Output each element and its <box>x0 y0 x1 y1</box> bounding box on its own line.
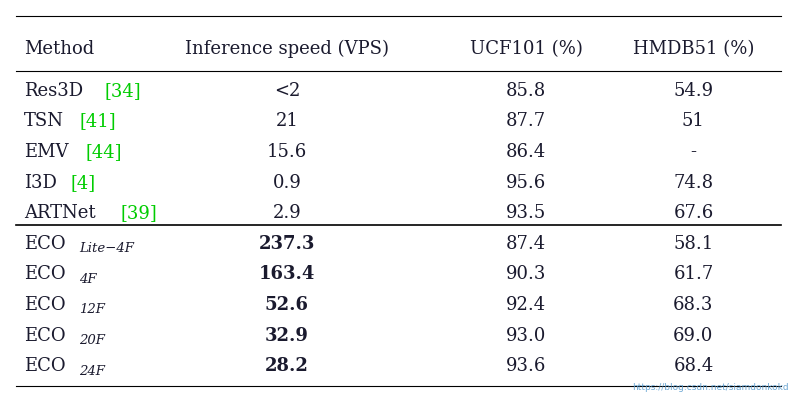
Text: 85.8: 85.8 <box>506 82 546 100</box>
Text: 15.6: 15.6 <box>267 143 307 161</box>
Text: 12F: 12F <box>79 303 105 316</box>
Text: TSN: TSN <box>24 112 64 130</box>
Text: 93.0: 93.0 <box>506 327 546 345</box>
Text: 28.2: 28.2 <box>265 357 309 375</box>
Text: 69.0: 69.0 <box>673 327 713 345</box>
Text: HMDB51 (%): HMDB51 (%) <box>633 40 754 58</box>
Text: ECO: ECO <box>24 235 65 253</box>
Text: 90.3: 90.3 <box>506 266 546 283</box>
Text: 0.9: 0.9 <box>273 174 301 191</box>
Text: [34]: [34] <box>104 82 141 100</box>
Text: 237.3: 237.3 <box>259 235 315 253</box>
Text: 58.1: 58.1 <box>673 235 713 253</box>
Text: 32.9: 32.9 <box>265 327 309 345</box>
Text: -: - <box>690 143 697 161</box>
Text: EMV: EMV <box>24 143 69 161</box>
Text: Inference speed (VPS): Inference speed (VPS) <box>185 40 389 58</box>
Text: https://blog.csdn.net/siamdonkokd: https://blog.csdn.net/siamdonkokd <box>632 383 789 392</box>
Text: 67.6: 67.6 <box>673 204 713 222</box>
Text: 93.6: 93.6 <box>506 357 546 375</box>
Text: 24F: 24F <box>79 364 105 377</box>
Text: 2.9: 2.9 <box>273 204 301 222</box>
Text: 21: 21 <box>276 112 298 130</box>
Text: [39]: [39] <box>120 204 157 222</box>
Text: 68.4: 68.4 <box>673 357 713 375</box>
Text: 61.7: 61.7 <box>673 266 713 283</box>
Text: UCF101 (%): UCF101 (%) <box>469 40 583 58</box>
Text: Lite−4F: Lite−4F <box>79 242 134 255</box>
Text: 74.8: 74.8 <box>673 174 713 191</box>
Text: ECO: ECO <box>24 357 65 375</box>
Text: ECO: ECO <box>24 327 65 345</box>
Text: [44]: [44] <box>85 143 122 161</box>
Text: 87.7: 87.7 <box>506 112 546 130</box>
Text: 20F: 20F <box>79 334 105 347</box>
Text: 163.4: 163.4 <box>259 266 315 283</box>
Text: 4F: 4F <box>79 273 97 286</box>
Text: 87.4: 87.4 <box>506 235 546 253</box>
Text: ECO: ECO <box>24 266 65 283</box>
Text: <2: <2 <box>273 82 300 100</box>
Text: 92.4: 92.4 <box>506 296 546 314</box>
Text: I3D: I3D <box>24 174 57 191</box>
Text: 52.6: 52.6 <box>265 296 309 314</box>
Text: 95.6: 95.6 <box>506 174 546 191</box>
Text: Method: Method <box>24 40 94 58</box>
Text: [4]: [4] <box>70 174 96 191</box>
Text: [41]: [41] <box>80 112 116 130</box>
Text: 54.9: 54.9 <box>673 82 713 100</box>
Text: 93.5: 93.5 <box>506 204 546 222</box>
Text: ECO: ECO <box>24 296 65 314</box>
Text: 86.4: 86.4 <box>506 143 546 161</box>
Text: 68.3: 68.3 <box>673 296 713 314</box>
Text: Res3D: Res3D <box>24 82 83 100</box>
Text: 51: 51 <box>682 112 705 130</box>
Text: ARTNet: ARTNet <box>24 204 96 222</box>
